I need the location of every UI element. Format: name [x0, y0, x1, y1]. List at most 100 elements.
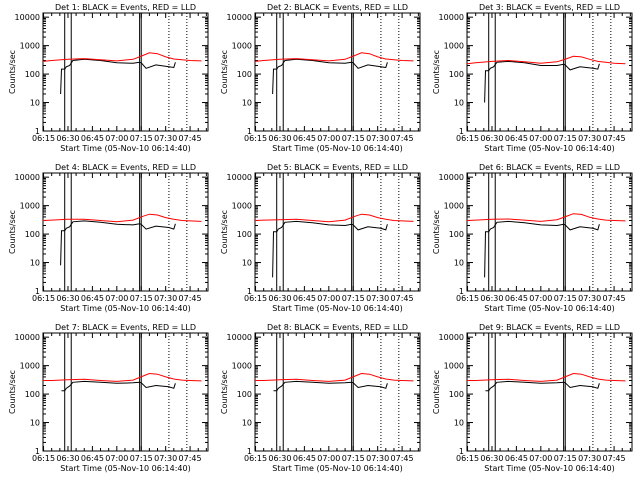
y-tick-label: 10 [30, 419, 40, 428]
x-tick-label: 06:15 [456, 134, 479, 143]
x-tick-label: 07:45 [603, 454, 626, 463]
x-axis-label: Start Time (05-Nov-10 06:14:40) [484, 144, 614, 153]
y-axis-label: Counts/sec [220, 370, 229, 414]
y-tick-label: 10000 [15, 173, 40, 182]
x-tick-label: 07:30 [366, 454, 389, 463]
x-tick-label: 07:00 [105, 134, 128, 143]
y-tick-label: 100 [237, 390, 252, 399]
x-tick-label: 07:15 [130, 134, 153, 143]
y-tick-label: 100 [449, 230, 464, 239]
x-tick-label: 06:30 [268, 454, 291, 463]
x-tick-label: 06:15 [32, 134, 55, 143]
detector-panel-4: Det 4: BLACK = Events, RED = LLD 1 10 100 10… [8, 163, 209, 313]
x-tick-label: 06:45 [505, 294, 528, 303]
y-axis-label: Counts/sec [432, 210, 441, 254]
panel-title: Det 6: BLACK = Events, RED = LLD [479, 163, 620, 172]
y-tick-label: 10 [242, 99, 252, 108]
x-tick-label: 06:45 [505, 134, 528, 143]
y-tick-label: 1 [247, 287, 252, 296]
x-tick-label: 07:00 [317, 454, 340, 463]
y-tick-label: 10000 [227, 173, 252, 182]
y-tick-label: 10 [242, 259, 252, 268]
x-tick-label: 07:00 [529, 294, 552, 303]
lld-series-line [42, 52, 202, 62]
y-tick-label: 10000 [439, 333, 464, 342]
plot-frame [254, 172, 421, 292]
y-tick-label: 10000 [15, 13, 40, 22]
events-series-line [484, 60, 600, 103]
lld-series-line [466, 55, 626, 65]
events-series-line [273, 380, 388, 392]
x-tick-label: 07:30 [578, 454, 601, 463]
y-tick-label: 1000 [232, 202, 252, 211]
y-tick-label: 10000 [439, 173, 464, 182]
x-tick-label: 06:45 [81, 454, 104, 463]
x-tick-label: 07:45 [179, 134, 202, 143]
lld-series-line [254, 213, 414, 223]
y-tick-label: 10 [454, 99, 464, 108]
x-tick-label: 07:00 [529, 134, 552, 143]
x-tick-label: 07:15 [554, 294, 577, 303]
lld-series-line [254, 52, 414, 62]
x-tick-label: 06:15 [244, 294, 267, 303]
x-tick-label: 06:30 [480, 454, 503, 463]
x-tick-label: 06:15 [32, 454, 55, 463]
y-tick-label: 1 [35, 127, 40, 136]
y-tick-label: 1000 [444, 42, 464, 51]
x-tick-label: 06:30 [480, 294, 503, 303]
y-tick-label: 1 [459, 127, 464, 136]
plot-frame [466, 332, 633, 452]
y-tick-label: 10 [30, 99, 40, 108]
plot-frame [466, 12, 633, 132]
x-tick-label: 06:45 [293, 134, 316, 143]
x-tick-label: 07:00 [317, 294, 340, 303]
x-tick-label: 07:45 [603, 294, 626, 303]
x-tick-label: 06:45 [293, 294, 316, 303]
y-tick-label: 1000 [444, 202, 464, 211]
y-tick-label: 100 [449, 390, 464, 399]
x-tick-label: 06:15 [244, 454, 267, 463]
panel-title: Det 9: BLACK = Events, RED = LLD [479, 323, 620, 332]
x-tick-label: 06:30 [480, 134, 503, 143]
plot-frame [466, 172, 633, 292]
x-tick-label: 06:30 [268, 134, 291, 143]
x-tick-label: 07:30 [578, 294, 601, 303]
y-axis-label: Counts/sec [8, 210, 17, 254]
y-tick-label: 10000 [15, 333, 40, 342]
panel-title: Det 2: BLACK = Events, RED = LLD [267, 3, 408, 12]
panel-title: Det 8: BLACK = Events, RED = LLD [267, 323, 408, 332]
lld-series-line [467, 372, 626, 382]
x-tick-label: 06:15 [244, 134, 267, 143]
y-tick-label: 10000 [227, 13, 252, 22]
events-series-line [272, 58, 388, 95]
x-tick-label: 07:15 [130, 454, 153, 463]
x-tick-label: 06:15 [456, 454, 479, 463]
y-tick-label: 1000 [444, 362, 464, 371]
y-tick-label: 100 [25, 230, 40, 239]
y-tick-label: 100 [449, 70, 464, 79]
x-axis-label: Start Time (05-Nov-10 06:14:40) [60, 144, 190, 153]
y-axis-label: Counts/sec [432, 50, 441, 94]
x-axis-label: Start Time (05-Nov-10 06:14:40) [484, 304, 614, 313]
x-axis-label: Start Time (05-Nov-10 06:14:40) [60, 464, 190, 473]
panel-title: Det 4: BLACK = Events, RED = LLD [55, 163, 196, 172]
y-tick-label: 1000 [20, 202, 40, 211]
x-tick-label: 07:15 [342, 294, 365, 303]
x-tick-label: 06:15 [456, 294, 479, 303]
y-tick-label: 10000 [439, 13, 464, 22]
panel-title: Det 3: BLACK = Events, RED = LLD [479, 3, 620, 12]
y-axis-label: Counts/sec [432, 370, 441, 414]
x-tick-label: 06:45 [81, 134, 104, 143]
x-tick-label: 07:45 [391, 134, 414, 143]
y-axis-label: Counts/sec [220, 50, 229, 94]
x-tick-label: 06:15 [32, 294, 55, 303]
y-tick-label: 10 [454, 259, 464, 268]
events-series-line [60, 58, 176, 95]
y-tick-label: 100 [25, 390, 40, 399]
y-tick-label: 1 [35, 287, 40, 296]
x-tick-label: 07:30 [154, 294, 177, 303]
x-tick-label: 07:00 [105, 454, 128, 463]
y-tick-label: 1000 [20, 42, 40, 51]
